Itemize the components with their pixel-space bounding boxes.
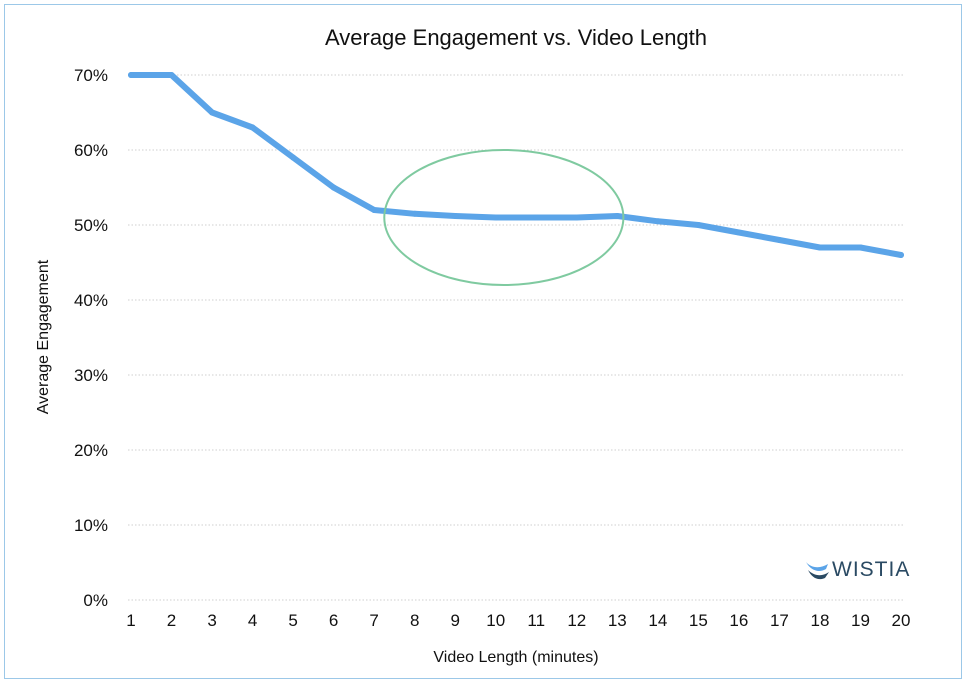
data-point [209,109,216,116]
engagement-series-line [128,72,904,258]
x-tick-label: 6 [329,611,338,630]
data-point [573,214,580,221]
data-point [857,244,864,251]
y-tick-label: 30% [74,366,108,385]
y-axis-title: Average Engagement [35,259,52,414]
x-tick-label: 11 [527,611,545,630]
x-tick-label: 15 [689,611,708,630]
data-point [168,72,175,78]
data-point [654,218,661,225]
data-point [776,237,783,243]
data-point [898,252,904,258]
y-tick-label: 0% [83,591,108,610]
data-point [492,214,499,221]
data-point [533,214,540,221]
x-tick-labels: 1 2 3 4 5 6 7 8 9 10 11 12 13 14 15 16 17 18 19 20 [126,611,910,630]
highlight-ellipse-annotation [383,149,625,286]
x-tick-label: 9 [450,611,459,630]
x-tick-label: 14 [648,611,667,630]
data-point [128,72,134,78]
y-tick-label: 20% [74,441,108,460]
x-axis-title: Video Length (minutes) [433,649,598,666]
data-point [452,213,459,219]
x-tick-label: 18 [810,611,829,630]
x-tick-label: 16 [729,611,748,630]
chart-title: Average Engagement vs. Video Length [325,25,707,50]
x-tick-label: 7 [369,611,378,630]
data-point [371,207,378,213]
x-tick-label: 2 [167,611,176,630]
wistia-wordmark: WISTIA [832,558,910,581]
y-tick-label: 40% [74,291,108,310]
gridlines [128,74,903,601]
x-tick-label: 13 [608,611,627,630]
x-tick-label: 17 [770,611,789,630]
y-tick-label: 70% [74,66,108,85]
x-tick-label: 20 [892,611,911,630]
data-point [816,244,823,251]
data-point [330,184,337,191]
y-tick-label: 60% [74,141,108,160]
chart-frame [4,4,962,679]
y-tick-labels: 0% 10% 20% 30% 40% 50% 60% 70% [74,66,108,610]
x-tick-label: 10 [486,611,505,630]
x-tick-label: 5 [288,611,297,630]
data-points [128,72,904,258]
x-tick-label: 12 [567,611,586,630]
data-point [695,222,702,228]
x-tick-label: 4 [248,611,257,630]
x-tick-label: 1 [126,611,135,630]
y-tick-label: 10% [74,516,108,535]
wistia-logo: WISTIA [806,558,910,581]
data-point [290,154,297,161]
y-tick-label: 50% [74,216,108,235]
wistia-logo-icon [806,562,829,580]
data-point [614,213,621,219]
x-tick-label: 8 [410,611,419,630]
data-point [249,124,256,131]
x-tick-label: 3 [207,611,216,630]
x-tick-label: 19 [851,611,870,630]
data-point [735,229,742,236]
data-point [411,210,418,217]
